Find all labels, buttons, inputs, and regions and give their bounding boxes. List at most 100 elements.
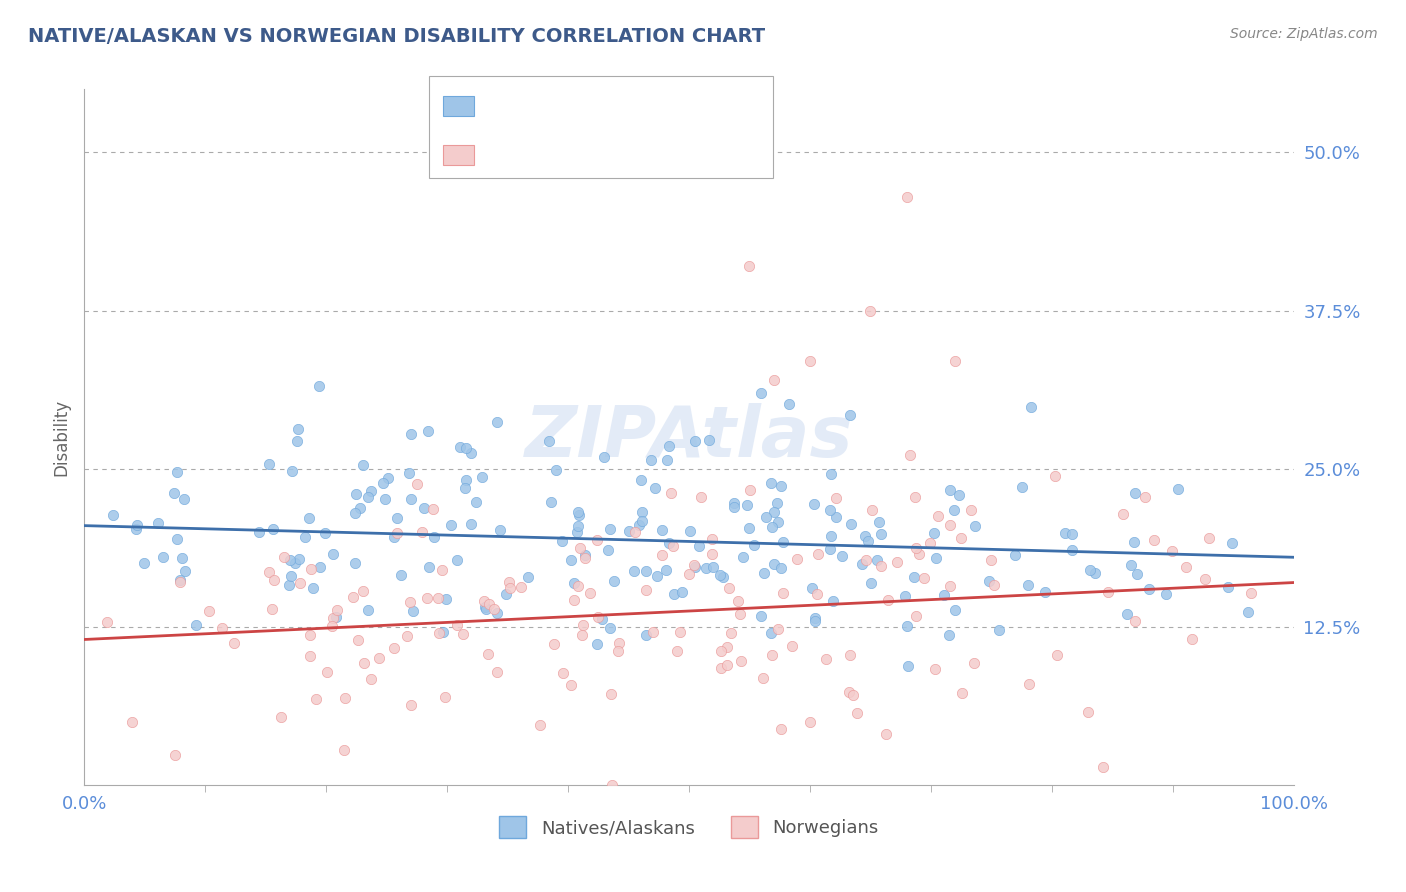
Point [125,522,148,536]
Point [655,563,678,577]
Point [387,510,409,524]
Point [560,678,582,692]
Point [346,632,368,647]
Point [980,553,1002,567]
Point [825,491,848,505]
Point [382,530,405,544]
Point [599,522,621,536]
Point [820,529,842,543]
Point [1076,706,1098,720]
Point [897,658,920,673]
Point [1181,632,1204,647]
Point [96,615,118,629]
Point [454,473,477,487]
Point [859,303,882,318]
Point [627,517,650,532]
Point [1133,491,1156,505]
Point [287,422,309,436]
Point [498,574,520,589]
Point [927,509,949,524]
Point [368,651,391,665]
Point [172,551,194,566]
Point [740,483,762,498]
Point [322,547,344,561]
Point [344,556,367,570]
Point [399,427,422,442]
Point [855,529,877,543]
Point [733,549,755,564]
Point [896,190,918,204]
Point [1240,586,1263,600]
Point [772,535,794,549]
Point [287,434,309,449]
Point [1116,607,1139,622]
Point [839,516,862,531]
Point [716,658,738,673]
Point [924,662,946,676]
Point [918,535,941,549]
Point [360,673,382,687]
Point [619,524,641,539]
Point [688,539,710,553]
Point [877,592,900,607]
Point [353,656,375,670]
Point [932,589,955,603]
Point [568,541,591,556]
Point [806,586,828,600]
Point [728,607,751,621]
Point [869,558,891,573]
Point [1175,559,1198,574]
Point [963,657,986,671]
Point [309,560,332,574]
Point [1220,536,1243,550]
Point [152,550,174,565]
Point [1137,582,1160,596]
Point [804,610,827,624]
Point [938,627,960,641]
Point [257,565,280,579]
Point [1122,534,1144,549]
Point [432,563,454,577]
Point [321,611,343,625]
Point [645,569,668,583]
Point [1084,566,1107,580]
Point [516,570,538,584]
Point [1017,578,1039,592]
Point [759,626,782,640]
Point [938,483,960,497]
Point [165,748,187,763]
Point [749,386,772,401]
Point [472,594,495,608]
Point [643,624,665,639]
Point [299,628,322,642]
Point [121,714,143,729]
Point [333,743,356,757]
Point [471,470,494,484]
Point [169,574,191,589]
Point [499,581,522,595]
Point [711,570,734,584]
Point [1046,648,1069,663]
Point [820,467,842,481]
Point [738,260,761,274]
Point [562,593,585,607]
Point [278,578,301,592]
Point [665,644,688,658]
Point [565,524,588,539]
Point [868,515,890,529]
Point [742,538,765,552]
Point [342,590,364,604]
Point [574,548,596,562]
Point [270,709,292,723]
Point [482,602,505,616]
Point [636,565,658,579]
Point [658,439,681,453]
Point [603,574,626,588]
Point [636,628,658,642]
Point [825,510,848,524]
Point [924,551,946,566]
Point [702,559,724,574]
Point [856,533,879,548]
Point [489,523,512,537]
Point [433,690,456,704]
